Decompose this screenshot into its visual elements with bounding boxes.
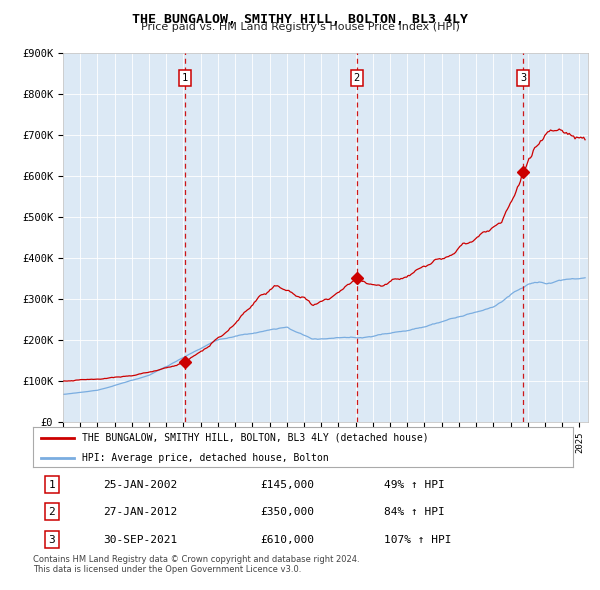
Text: 1: 1	[49, 480, 55, 490]
Text: 3: 3	[520, 73, 527, 83]
Text: THE BUNGALOW, SMITHY HILL, BOLTON, BL3 4LY (detached house): THE BUNGALOW, SMITHY HILL, BOLTON, BL3 4…	[82, 433, 428, 443]
Text: 49% ↑ HPI: 49% ↑ HPI	[384, 480, 445, 490]
Text: Price paid vs. HM Land Registry's House Price Index (HPI): Price paid vs. HM Land Registry's House …	[140, 22, 460, 32]
Text: 2: 2	[354, 73, 360, 83]
Text: £350,000: £350,000	[260, 507, 314, 517]
Text: £145,000: £145,000	[260, 480, 314, 490]
Text: 1: 1	[182, 73, 188, 83]
Text: 2: 2	[49, 507, 55, 517]
Text: 25-JAN-2002: 25-JAN-2002	[103, 480, 178, 490]
Text: 107% ↑ HPI: 107% ↑ HPI	[384, 535, 452, 545]
Text: £610,000: £610,000	[260, 535, 314, 545]
Text: 84% ↑ HPI: 84% ↑ HPI	[384, 507, 445, 517]
Text: 3: 3	[49, 535, 55, 545]
Text: 30-SEP-2021: 30-SEP-2021	[103, 535, 178, 545]
Text: THE BUNGALOW, SMITHY HILL, BOLTON, BL3 4LY: THE BUNGALOW, SMITHY HILL, BOLTON, BL3 4…	[132, 12, 468, 26]
Text: HPI: Average price, detached house, Bolton: HPI: Average price, detached house, Bolt…	[82, 454, 328, 464]
Text: 27-JAN-2012: 27-JAN-2012	[103, 507, 178, 517]
Text: Contains HM Land Registry data © Crown copyright and database right 2024.
This d: Contains HM Land Registry data © Crown c…	[33, 555, 359, 574]
